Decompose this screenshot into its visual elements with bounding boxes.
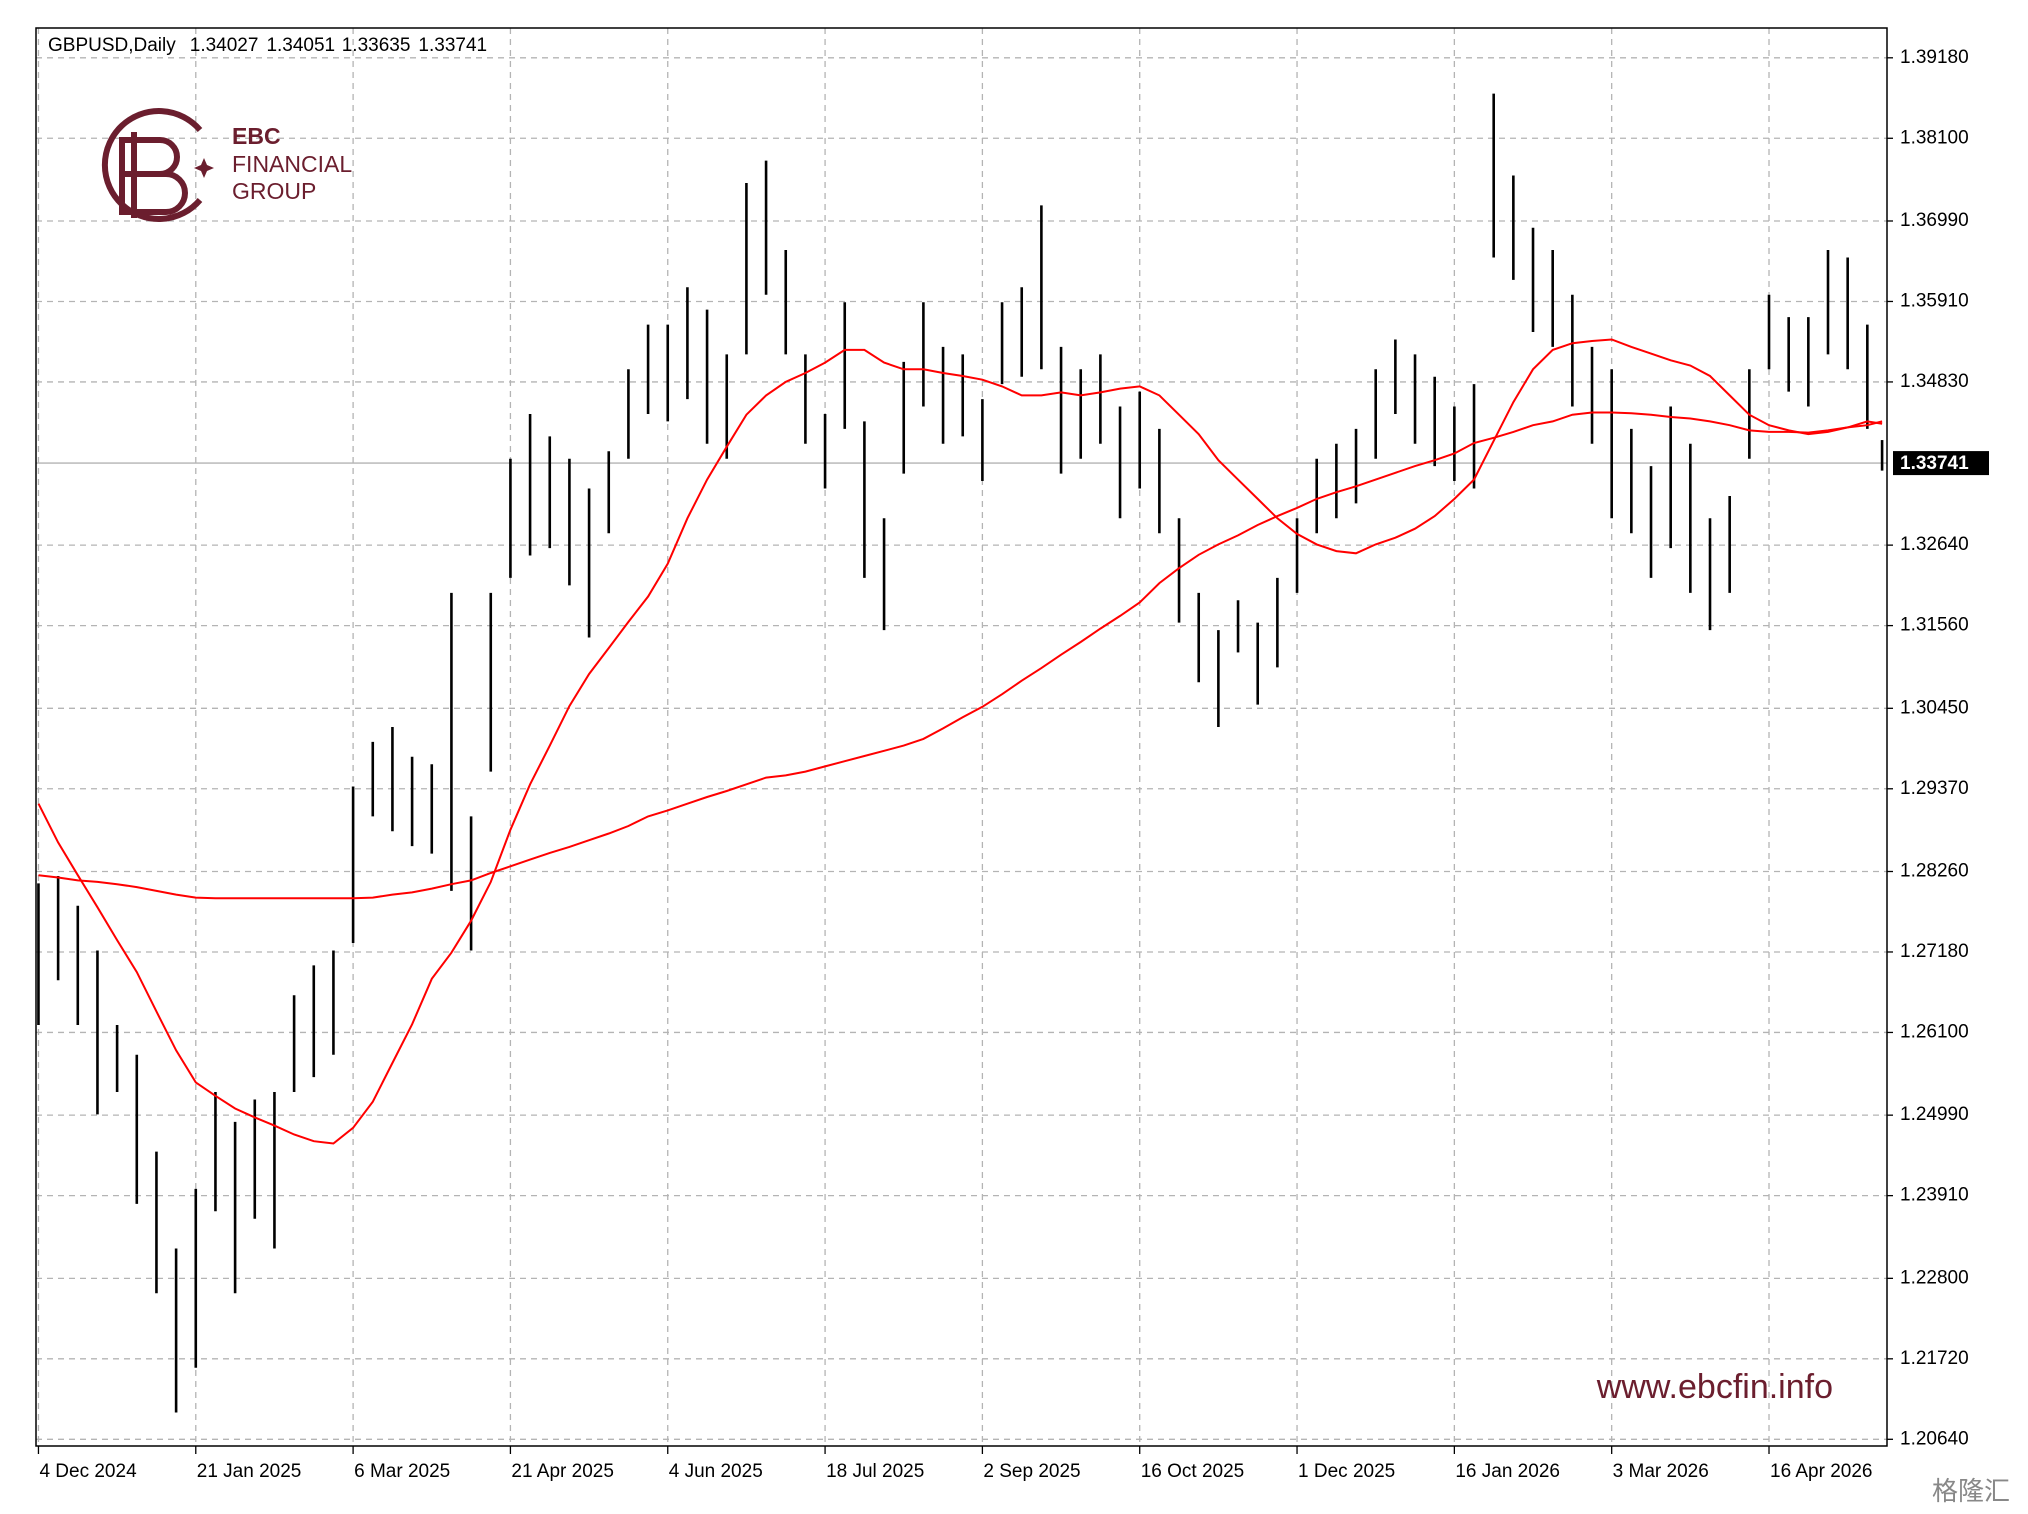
x-tick-label: 21 Apr 2025 bbox=[511, 1461, 613, 1482]
moving-average bbox=[38, 411, 1883, 900]
open: 1.34027 bbox=[190, 35, 259, 56]
x-tick-label: 21 Jan 2025 bbox=[197, 1461, 302, 1482]
x-tick-label: 1 Dec 2025 bbox=[1298, 1461, 1395, 1482]
logo-mark bbox=[119, 132, 188, 218]
plot-frame bbox=[35, 27, 1888, 1447]
moving-average bbox=[37, 338, 1883, 1145]
x-tick-label: 18 Jul 2025 bbox=[826, 1461, 924, 1482]
logo-star bbox=[194, 158, 214, 178]
marks bbox=[37, 93, 1884, 1413]
y-tick-label: 1.23910 bbox=[1900, 1185, 1969, 1206]
y-tick-label: 1.34830 bbox=[1900, 371, 1969, 392]
logo-text: GROUP bbox=[232, 178, 316, 204]
close: 1.33741 bbox=[418, 35, 487, 56]
logo: EBC FINANCIAL GROUP bbox=[101, 108, 352, 222]
source-watermark: 格隆汇 bbox=[1932, 1476, 2010, 1506]
y-tick-label: 1.39180 bbox=[1900, 47, 1969, 68]
low: 1.33635 bbox=[342, 35, 411, 56]
y-tick-label: 1.29370 bbox=[1900, 778, 1969, 799]
x-tick-label: 16 Oct 2025 bbox=[1141, 1461, 1245, 1482]
y-tick-label: 1.35910 bbox=[1900, 290, 1969, 311]
price-label: 1.33741 bbox=[1900, 453, 1969, 474]
y-tick-label: 1.28260 bbox=[1900, 861, 1969, 882]
y-tick-label: 1.26100 bbox=[1900, 1021, 1969, 1042]
x-tick-label: 6 Mar 2025 bbox=[354, 1461, 450, 1482]
y-tick-label: 1.38100 bbox=[1900, 127, 1969, 148]
y-tick-label: 1.31560 bbox=[1900, 615, 1969, 636]
symbol: GBPUSD,Daily bbox=[48, 35, 176, 56]
url-watermark: www.ebcfin.info bbox=[1596, 1368, 1833, 1406]
y-tick-label: 1.24990 bbox=[1900, 1104, 1969, 1125]
y-tick-label: 1.27180 bbox=[1900, 941, 1969, 962]
y-tick-label: 1.20640 bbox=[1900, 1428, 1969, 1449]
logo-ring bbox=[101, 108, 203, 222]
price-label-box bbox=[1893, 451, 1989, 476]
y-tick-label: 1.32640 bbox=[1900, 534, 1969, 555]
x-tick-label: 16 Jan 2026 bbox=[1455, 1461, 1560, 1482]
y-tick-label: 1.22800 bbox=[1900, 1267, 1969, 1288]
y-tick-label: 1.36990 bbox=[1900, 210, 1969, 231]
y-tick-label: 1.21720 bbox=[1900, 1348, 1969, 1369]
grid bbox=[36, 28, 1887, 1446]
x-tick-label: 4 Dec 2024 bbox=[39, 1461, 137, 1482]
logo-text: EBC bbox=[232, 123, 281, 149]
x-tick-label: 4 Jun 2025 bbox=[669, 1461, 763, 1482]
x-tick-label: 16 Apr 2026 bbox=[1770, 1461, 1872, 1482]
logo-text: FINANCIAL bbox=[232, 151, 352, 177]
high: 1.34051 bbox=[266, 35, 334, 56]
chart-title: GBPUSD,Daily 1.34027 1.34051 1.33635 1.33741 bbox=[48, 35, 487, 56]
x-tick-label: 2 Sep 2025 bbox=[983, 1461, 1080, 1482]
x-tick-label: 3 Mar 2026 bbox=[1613, 1461, 1709, 1482]
y-tick-label: 1.30450 bbox=[1900, 697, 1969, 718]
